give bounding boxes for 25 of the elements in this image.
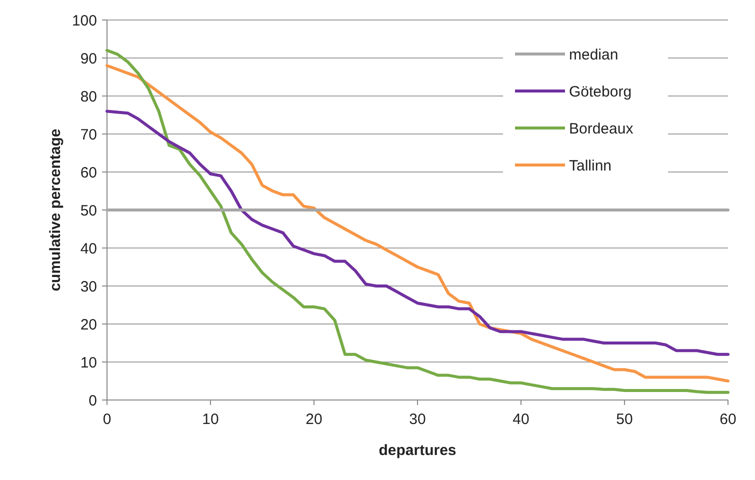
y-tick-label: 50 <box>80 202 97 220</box>
legend-label: Tallinn <box>569 157 612 174</box>
x-tick-label: 10 <box>202 411 219 428</box>
y-tick-label: 80 <box>80 88 97 106</box>
y-tick-label: 0 <box>88 392 97 410</box>
legend-label: Bordeaux <box>569 120 634 138</box>
y-tick-label: 10 <box>80 354 97 372</box>
line-series <box>106 110 730 356</box>
x-tick-label: 20 <box>306 411 322 428</box>
y-tick-label: 30 <box>80 278 97 296</box>
x-tick-label: 50 <box>616 411 633 428</box>
legend-label: Göteborg <box>569 83 632 100</box>
y-tick-label: 90 <box>80 50 97 68</box>
x-tick-label: 40 <box>512 411 530 428</box>
x-tick-label: 30 <box>409 411 426 428</box>
y-tick-label: 20 <box>80 316 97 334</box>
y-tick-label: 70 <box>80 126 97 144</box>
x-axis-title: departures <box>378 442 456 459</box>
y-axis-title: cumulative percentage <box>47 128 64 292</box>
y-tick-label: 60 <box>80 164 97 182</box>
x-tick-label: 0 <box>102 411 112 428</box>
y-tick-label: 100 <box>72 12 97 30</box>
legend-label: median <box>569 46 618 64</box>
y-tick-label: 40 <box>80 240 97 258</box>
x-tick-label: 60 <box>720 411 736 428</box>
